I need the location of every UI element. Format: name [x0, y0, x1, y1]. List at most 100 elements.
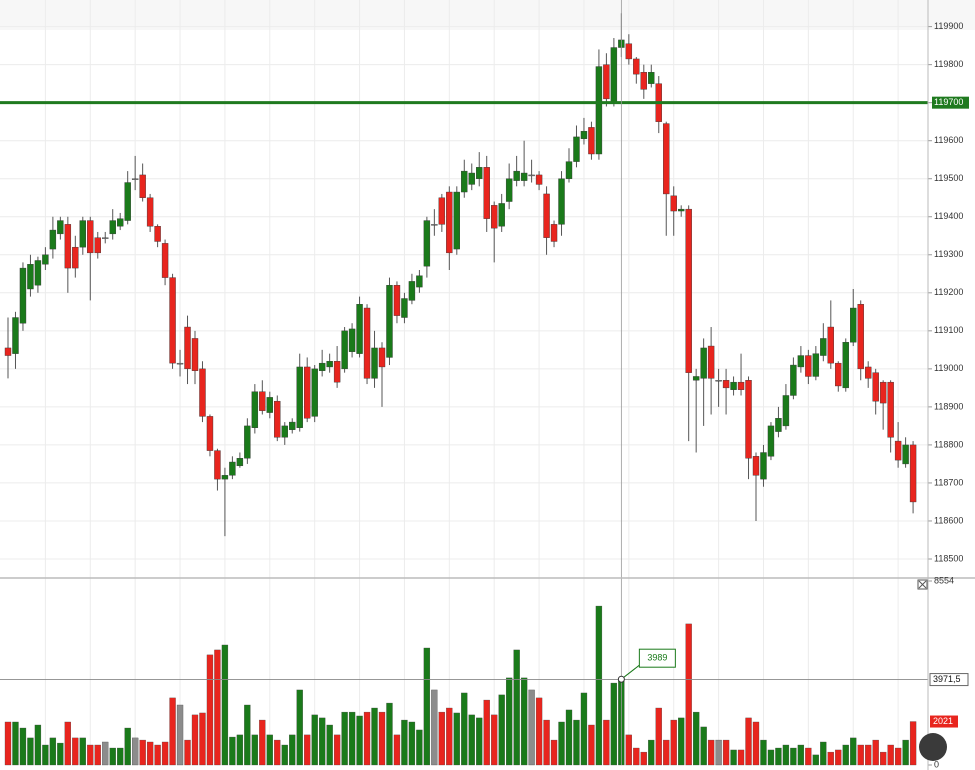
price-line-label: 119700 — [934, 97, 963, 107]
candle-body — [176, 362, 184, 365]
volume-bar — [655, 707, 662, 766]
candle-body — [57, 220, 64, 235]
candle — [805, 349, 812, 385]
candle — [491, 201, 498, 263]
candle — [221, 467, 229, 537]
volume-bar — [438, 711, 445, 766]
candle-body — [49, 229, 57, 250]
candle — [4, 317, 12, 379]
candle — [34, 256, 42, 293]
candle — [206, 414, 214, 457]
candle-body — [393, 284, 401, 316]
candle-body — [4, 347, 12, 356]
volume-bar — [416, 729, 423, 766]
candle — [603, 53, 610, 107]
candle-body — [857, 304, 864, 370]
candle — [879, 380, 887, 430]
candle — [251, 384, 259, 434]
candle-body — [311, 368, 318, 417]
volume-bar — [722, 739, 730, 766]
candle-body — [131, 178, 139, 180]
candle — [580, 117, 588, 145]
volume-bar — [146, 741, 154, 766]
candle — [169, 273, 176, 369]
volume-bar — [685, 623, 692, 766]
volume-bar — [341, 711, 348, 766]
candle — [446, 186, 453, 270]
candle-body — [842, 342, 849, 389]
candle-body — [528, 174, 535, 177]
candle-body — [12, 317, 19, 354]
candle-body — [161, 243, 169, 278]
candle-body — [371, 347, 378, 379]
candle — [595, 49, 603, 160]
candle — [79, 216, 87, 255]
labels: 118500 118600 118700 118800 118900 119000 1191… — [617, 21, 969, 769]
candle — [146, 193, 154, 232]
candle — [663, 121, 670, 236]
volume-bar — [348, 711, 356, 766]
volume-bar — [782, 744, 790, 766]
volume-bar — [625, 734, 632, 766]
candle-body — [670, 195, 677, 212]
volume-bar — [603, 719, 610, 766]
volume-bar — [64, 721, 71, 766]
candle — [259, 380, 266, 415]
candle-body — [19, 267, 27, 324]
y-tick-label: 0 — [934, 759, 939, 769]
candle-body — [835, 362, 842, 387]
volume-bar — [775, 747, 782, 766]
candle-body — [236, 458, 244, 467]
candle-body — [595, 66, 603, 155]
candle-body — [476, 167, 483, 179]
volume-bar — [34, 724, 42, 766]
candle-body — [663, 123, 670, 195]
candle — [670, 186, 677, 236]
volume-bar — [812, 754, 819, 766]
candle-body — [573, 136, 580, 162]
volume-bar — [176, 704, 184, 766]
volume-bar — [304, 734, 311, 766]
y-tick-label: 118600 — [934, 515, 963, 525]
candle-body — [169, 277, 176, 364]
volume-bar — [326, 724, 333, 766]
candle-body — [146, 197, 154, 227]
volume-bar — [4, 721, 12, 766]
candle — [19, 262, 27, 331]
candle — [191, 330, 199, 385]
candle-body — [214, 450, 221, 480]
candle — [775, 406, 782, 438]
volume-bar — [872, 739, 879, 766]
candle-body — [438, 197, 446, 225]
candle-body — [737, 381, 745, 390]
candle — [745, 376, 752, 480]
candle — [461, 159, 468, 198]
candle — [894, 422, 902, 468]
volume-bar — [528, 689, 535, 766]
candle-body — [199, 368, 206, 417]
candle — [588, 121, 595, 160]
volume-bar — [57, 742, 64, 766]
close-panel-button[interactable] — [917, 579, 928, 590]
volume-bar — [648, 739, 655, 766]
volume-bar — [206, 654, 214, 766]
volume-bar — [363, 711, 371, 766]
candle-body — [184, 326, 191, 370]
volume-bar — [423, 647, 431, 766]
volume-bar — [476, 717, 483, 766]
volume-bar — [707, 739, 715, 766]
candle-body — [423, 220, 431, 267]
candle-body — [102, 237, 109, 239]
volume-bar — [909, 721, 917, 766]
candle — [87, 216, 94, 301]
candle — [835, 361, 842, 392]
volume-bar — [191, 714, 199, 766]
candle-body — [812, 353, 820, 377]
candle-body — [408, 281, 416, 301]
crosshair-label-box — [929, 673, 969, 687]
volume-bar — [109, 747, 116, 766]
candle-body — [588, 127, 595, 155]
candle — [633, 57, 640, 84]
volume-bar — [12, 721, 19, 766]
candle-body — [707, 345, 715, 379]
